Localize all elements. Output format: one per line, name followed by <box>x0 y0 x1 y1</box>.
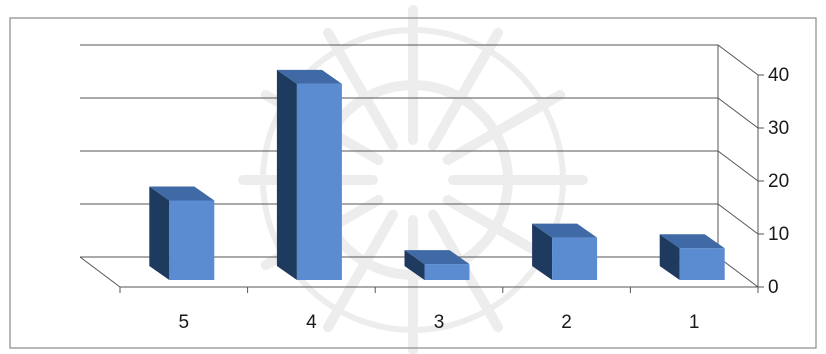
x-tick-label: 4 <box>306 312 317 333</box>
bar <box>149 186 215 280</box>
bar <box>276 69 342 281</box>
bar-side-face <box>276 69 297 281</box>
bar-top-face <box>276 69 342 84</box>
bar-top-face <box>404 250 470 265</box>
bar-side-face <box>532 223 553 280</box>
bar <box>404 250 470 280</box>
y-tick-label: 20 <box>768 171 789 192</box>
bar-front-face <box>169 200 215 280</box>
bar-front-face <box>552 237 598 280</box>
bar-side-face <box>659 234 680 280</box>
bar <box>532 223 598 280</box>
x-axis-ticks: 5 4 3 2 1 <box>119 287 759 333</box>
chart-frame <box>9 17 817 349</box>
y-tick-label: 30 <box>768 118 789 139</box>
y-axis-ticks: 0 10 20 30 40 <box>758 65 789 298</box>
bar-side-face <box>149 186 170 280</box>
x-tick-label: 1 <box>689 312 700 333</box>
y-tick-label: 10 <box>768 224 789 245</box>
x-tick-label: 2 <box>561 312 572 333</box>
floor-edge <box>79 256 121 288</box>
bar-front-face <box>679 248 725 280</box>
y-tick-label: 0 <box>768 277 779 298</box>
bar-top-face <box>659 234 725 249</box>
bar <box>659 234 725 280</box>
gridline <box>80 150 759 182</box>
bar-front-face <box>296 83 342 281</box>
x-tick-label: 3 <box>434 312 445 333</box>
x-tick-label: 5 <box>179 312 190 333</box>
gridline <box>80 97 759 129</box>
bar-front-face <box>424 264 470 280</box>
gridline <box>80 44 759 76</box>
bar-side-face <box>404 250 425 280</box>
bar-top-face <box>149 186 215 201</box>
y-tick-label: 40 <box>768 65 789 86</box>
bars <box>149 69 725 281</box>
bar-top-face <box>532 223 598 238</box>
